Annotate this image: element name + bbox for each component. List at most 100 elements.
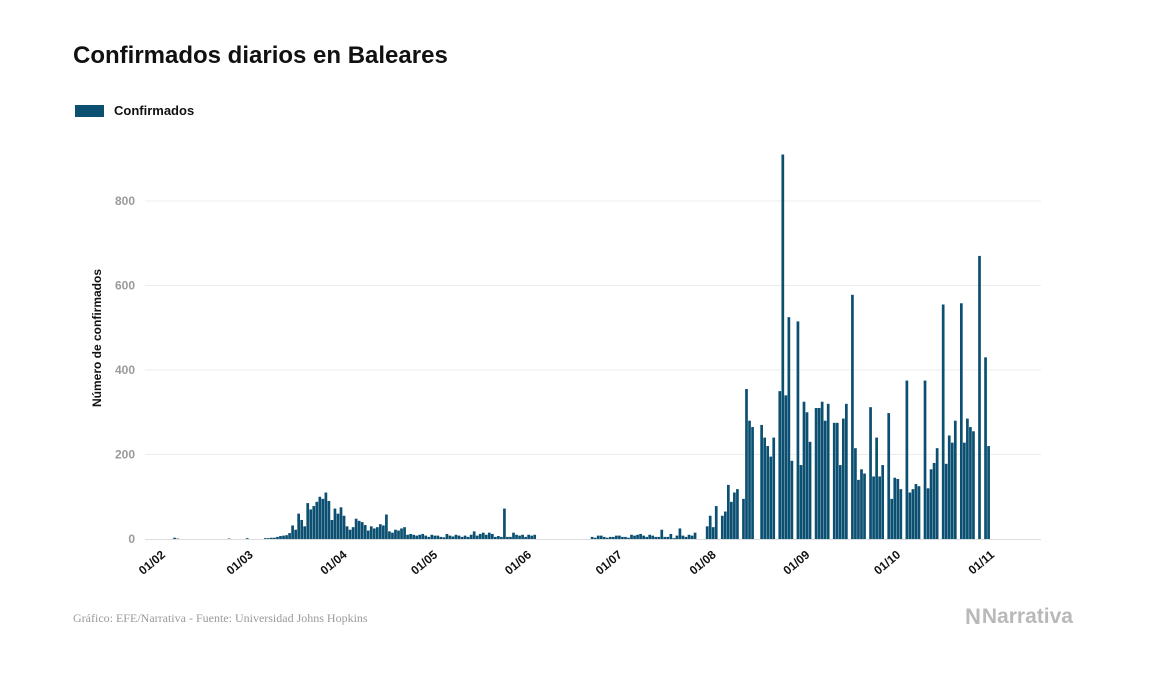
bar (312, 506, 316, 539)
x-tick-label: 01/03 (224, 547, 256, 577)
bar (802, 401, 806, 539)
bar (796, 321, 800, 539)
bar (832, 422, 836, 539)
x-tick-label: 01/09 (780, 547, 812, 577)
bar (972, 431, 975, 539)
bar (935, 448, 939, 539)
bar (475, 535, 479, 539)
bar (917, 486, 921, 539)
bar (433, 535, 437, 539)
bar (947, 435, 951, 539)
bar (342, 515, 346, 539)
y-tick-label: 600 (115, 279, 135, 293)
bar (742, 498, 745, 539)
bar (932, 462, 936, 539)
bar (887, 413, 891, 540)
bar (382, 525, 385, 539)
bar (330, 519, 334, 539)
bar (778, 391, 782, 540)
bar (291, 525, 294, 539)
bar (273, 537, 276, 539)
bar (315, 501, 319, 539)
bar (366, 530, 370, 539)
brand-name: Narrativa (981, 605, 1073, 628)
x-tick-label: 01/08 (687, 547, 719, 577)
y-tick-label: 400 (115, 363, 135, 377)
bar (733, 492, 736, 539)
bar (857, 479, 860, 539)
bar (745, 389, 748, 539)
bar (663, 536, 667, 539)
y-tick-label: 0 (128, 532, 135, 546)
bar (899, 489, 903, 539)
legend-label-confirmados: Confirmados (114, 103, 195, 118)
bar (427, 536, 431, 539)
bar (684, 536, 688, 539)
bar (294, 529, 297, 539)
bar (409, 533, 412, 539)
bar (421, 533, 425, 539)
bar (929, 469, 933, 539)
bar (415, 535, 419, 539)
bar (596, 535, 600, 539)
bar (385, 514, 388, 539)
bar (518, 535, 521, 539)
bar (748, 420, 751, 539)
y-axis-label: Número de confirmados (90, 269, 104, 407)
bar (878, 476, 881, 539)
bar (618, 535, 621, 539)
bar (418, 534, 422, 539)
bar (651, 535, 655, 539)
bar (333, 508, 337, 539)
bar (630, 534, 633, 539)
bar (790, 460, 794, 539)
bar (959, 303, 963, 539)
bar (845, 403, 848, 539)
bar (911, 489, 915, 539)
bar (612, 536, 615, 539)
bar (923, 380, 927, 539)
bar (730, 501, 733, 539)
bar (969, 427, 972, 539)
bar (808, 441, 812, 539)
bar (814, 408, 818, 539)
bar (642, 535, 645, 539)
bar (648, 534, 652, 539)
bar (457, 535, 461, 539)
bar (896, 479, 900, 539)
bar (639, 533, 642, 539)
bar (714, 506, 718, 539)
bar (838, 465, 842, 539)
bar (472, 531, 476, 539)
bar (285, 535, 288, 539)
bar (509, 536, 512, 539)
bar (633, 535, 636, 539)
bar (820, 401, 824, 539)
bar (497, 536, 500, 539)
bar (445, 533, 449, 539)
bar (318, 496, 322, 539)
bar (605, 537, 609, 539)
bar (660, 529, 664, 539)
bar (360, 522, 364, 539)
bar (270, 537, 273, 539)
narrativa-logo-icon: N (965, 604, 981, 629)
bar (693, 532, 697, 539)
bar (966, 418, 969, 539)
bar (854, 448, 857, 539)
bar (375, 527, 379, 539)
bar (590, 536, 594, 539)
x-tick-label: 01/11 (966, 547, 998, 577)
bar (454, 534, 458, 539)
bar (469, 534, 473, 539)
bar (787, 317, 791, 539)
bar (394, 529, 397, 539)
bar (388, 531, 391, 539)
bar (953, 420, 957, 539)
bar (851, 294, 854, 539)
bar (487, 532, 491, 539)
bar (860, 469, 863, 539)
bar (300, 519, 304, 539)
bar (941, 304, 945, 539)
